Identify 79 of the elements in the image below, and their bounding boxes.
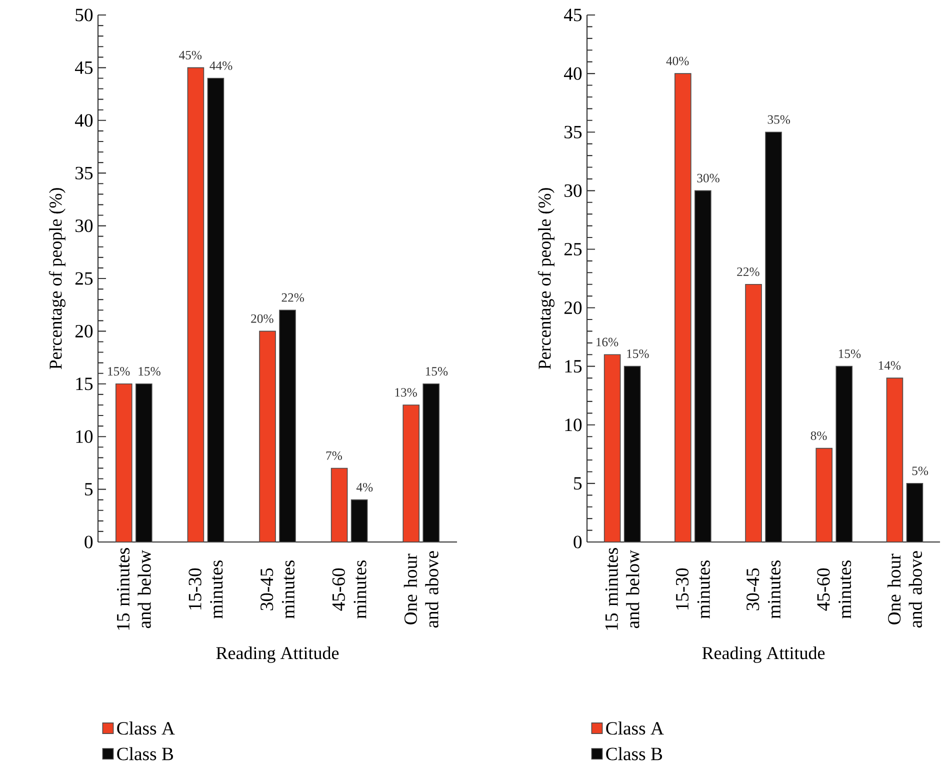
bar — [207, 78, 224, 542]
data-label: 30% — [697, 174, 720, 182]
y-tick-label: 35 — [564, 126, 582, 138]
data-label: 5% — [912, 466, 928, 476]
bar — [816, 448, 833, 542]
y-tick-label: 35 — [76, 166, 93, 180]
bar — [765, 132, 782, 542]
bar — [116, 384, 132, 542]
y-axis-title: Percentage of people (%) — [48, 188, 66, 370]
bar — [674, 73, 692, 542]
bar — [330, 468, 348, 542]
bar — [350, 499, 368, 542]
x-tick-label: 30-45 minutes — [260, 560, 294, 619]
y-tick-label: 30 — [564, 184, 582, 197]
bar — [604, 354, 621, 542]
y-tick-label: 40 — [564, 67, 582, 80]
x-tick-label: One hour and above — [404, 551, 438, 628]
bar — [187, 67, 204, 542]
data-label: 15% — [426, 367, 448, 376]
y-tick-label: 10 — [565, 418, 582, 432]
data-label: 13% — [395, 388, 417, 397]
data-label: 45% — [179, 50, 202, 60]
x-tick-label: 45-60 minutes — [332, 560, 366, 619]
legend-label: Class B — [606, 747, 662, 760]
bar — [886, 378, 904, 542]
y-tick-label: 10 — [76, 430, 93, 443]
data-label: 35% — [768, 115, 790, 124]
y-tick-label: 5 — [85, 483, 93, 496]
data-label: 16% — [596, 338, 618, 346]
data-label: 15% — [838, 349, 861, 358]
data-label: 40% — [666, 56, 689, 66]
y-tick-label: 5 — [574, 477, 582, 490]
x-tick-label: 15-30 minutes — [676, 560, 710, 619]
legend-label: Class A — [606, 722, 664, 735]
y-tick-label: 40 — [74, 114, 93, 127]
y-tick-label: 15 — [565, 360, 582, 373]
bar — [694, 190, 712, 542]
data-label: 20% — [251, 314, 274, 323]
y-tick-label: 50 — [76, 8, 93, 22]
bar — [259, 330, 276, 542]
data-label: 44% — [210, 61, 232, 70]
bar — [906, 483, 924, 542]
data-label: 7% — [326, 451, 342, 460]
x-axis-title: Reading Attitude — [216, 646, 339, 663]
y-tick-label: 15 — [76, 378, 93, 390]
bar — [136, 384, 152, 542]
data-label: 15% — [138, 367, 160, 376]
bar — [402, 404, 420, 542]
y-tick-label: 45 — [564, 8, 582, 22]
y-tick-label: 30 — [76, 219, 93, 232]
y-tick-label: 25 — [75, 272, 93, 285]
y-tick-label: 20 — [564, 301, 582, 314]
data-label: 14% — [878, 361, 901, 370]
data-label: 22% — [737, 267, 760, 276]
y-tick-label: 0 — [574, 536, 582, 548]
bar — [745, 284, 762, 542]
x-tick-label: One hour and above — [887, 551, 922, 628]
bar — [836, 366, 853, 542]
data-label: 4% — [356, 482, 373, 492]
x-axis-title: Reading Attitude — [702, 646, 825, 663]
bar — [624, 366, 641, 542]
y-tick-label: 45 — [74, 61, 93, 74]
y-axis-title: Percentage of people (%) — [538, 188, 554, 370]
data-label: 15% — [627, 349, 649, 358]
y-tick-label: 20 — [75, 324, 93, 338]
legend-label: Class A — [117, 722, 175, 735]
legend-label: Class B — [117, 747, 174, 760]
data-label: 15% — [108, 367, 130, 376]
y-tick-label: 25 — [564, 242, 582, 256]
x-tick-label: 45-60 minutes — [817, 560, 852, 619]
x-tick-label: 15 minutes and below — [116, 548, 151, 630]
x-tick-label: 15-30 minutes — [188, 560, 223, 619]
data-label: 22% — [282, 293, 304, 302]
bar — [279, 310, 296, 542]
x-tick-label: 15 minutes and below — [605, 548, 640, 630]
bar — [422, 384, 440, 542]
y-tick-label: 0 — [84, 536, 93, 548]
data-label: 8% — [810, 431, 827, 440]
x-tick-label: 30-45 minutes — [746, 560, 780, 619]
